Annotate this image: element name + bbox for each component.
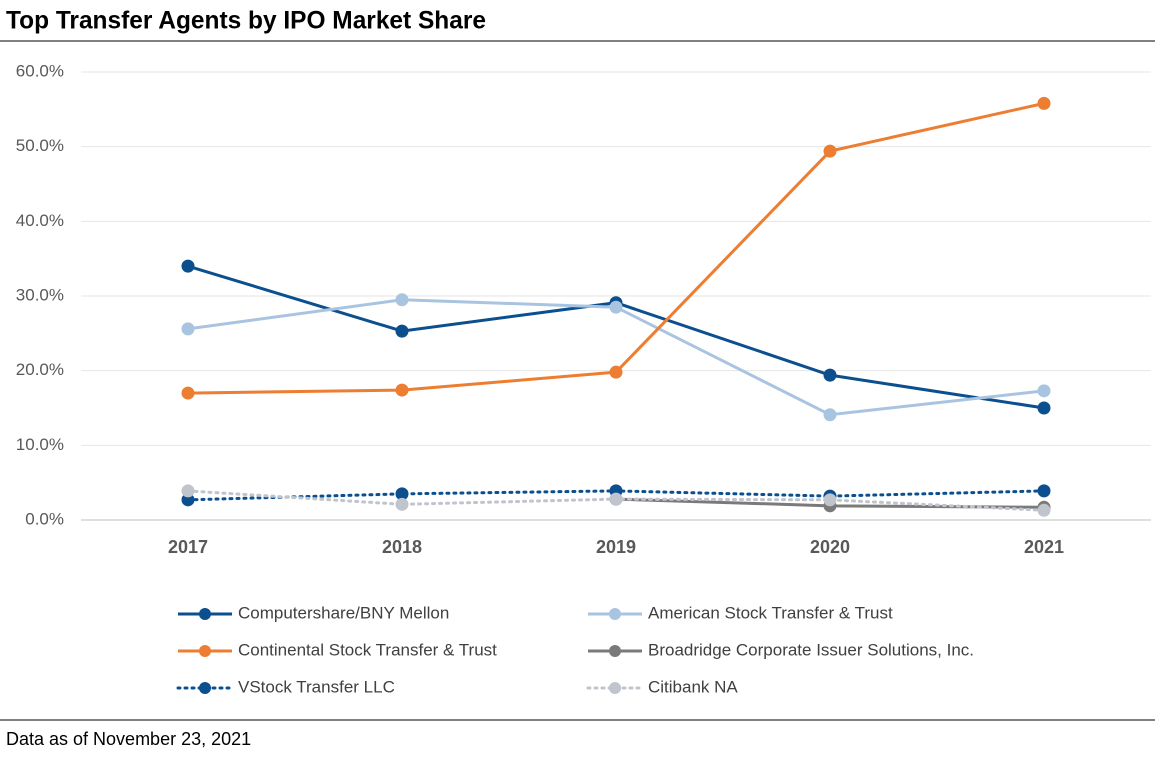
data-point [1037, 96, 1051, 110]
footnote: Data as of November 23, 2021 [6, 729, 251, 749]
legend-swatch-marker [609, 645, 621, 657]
data-point [823, 408, 837, 422]
chart-title: Top Transfer Agents by IPO Market Share [6, 7, 486, 35]
data-point [1037, 401, 1051, 415]
y-tick-label: 0.0% [25, 509, 64, 528]
x-tick-label: 2018 [382, 537, 422, 557]
data-point [1037, 484, 1051, 498]
data-point [823, 493, 837, 507]
data-point [609, 300, 623, 314]
x-tick-label: 2019 [596, 537, 636, 557]
data-point [395, 293, 409, 307]
data-point [823, 144, 837, 158]
legend-label: Continental Stock Transfer & Trust [238, 640, 497, 659]
legend-label: VStock Transfer LLC [238, 677, 395, 696]
y-tick-label: 30.0% [16, 285, 64, 304]
data-point [181, 386, 195, 400]
legend-swatch-marker [199, 682, 211, 694]
x-tick-label: 2020 [810, 537, 850, 557]
data-point [609, 492, 623, 506]
legend-label: Broadridge Corporate Issuer Solutions, I… [648, 640, 974, 659]
y-tick-label: 10.0% [16, 435, 64, 454]
data-point [395, 324, 409, 338]
y-tick-label: 20.0% [16, 360, 64, 379]
data-point [609, 365, 623, 379]
data-point [181, 322, 195, 336]
data-point [395, 487, 409, 501]
legend-swatch-marker [199, 645, 211, 657]
data-point [395, 383, 409, 397]
y-tick-label: 40.0% [16, 211, 64, 230]
legend-label: Computershare/BNY Mellon [238, 603, 449, 622]
series-line [187, 298, 1045, 417]
legend-swatch-marker [609, 608, 621, 620]
legend-swatch-marker [609, 682, 621, 694]
legend-label: American Stock Transfer & Trust [648, 603, 893, 622]
data-point [395, 497, 409, 511]
series-line [187, 264, 1045, 410]
data-point [823, 368, 837, 382]
data-point [1037, 384, 1051, 398]
data-point [181, 259, 195, 273]
data-point [181, 484, 195, 498]
y-tick-label: 60.0% [16, 61, 64, 80]
legend-label: Citibank NA [648, 677, 738, 696]
x-tick-label: 2017 [168, 537, 208, 557]
data-point [181, 493, 195, 507]
data-point [1037, 503, 1051, 517]
y-tick-label: 50.0% [16, 136, 64, 155]
legend-swatch-marker [199, 608, 211, 620]
x-tick-label: 2021 [1024, 537, 1064, 557]
